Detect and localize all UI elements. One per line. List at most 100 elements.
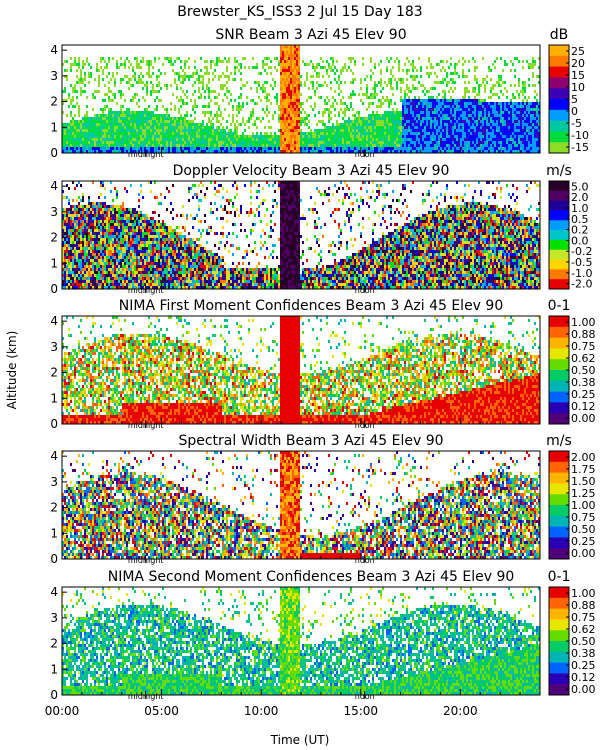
heatmap-cell — [254, 120, 256, 123]
heatmap-cell — [94, 141, 96, 144]
heatmap-cell — [104, 108, 106, 111]
heatmap-cell — [74, 87, 76, 90]
heatmap-cell — [64, 90, 66, 93]
heatmap-cell — [254, 81, 256, 84]
heatmap-cell — [200, 144, 202, 147]
heatmap-cell — [244, 57, 246, 60]
heatmap-cell — [194, 135, 196, 138]
heatmap-cell — [150, 75, 152, 78]
heatmap-cell — [140, 132, 142, 135]
heatmap-cell — [244, 147, 246, 150]
heatmap-cell — [166, 87, 168, 90]
heatmap-cell — [160, 123, 162, 126]
heatmap-cell — [160, 87, 162, 90]
heatmap-cell — [206, 111, 208, 114]
heatmap-cell — [108, 57, 110, 60]
heatmap-cell — [92, 147, 94, 150]
heatmap-cell — [200, 96, 202, 99]
heatmap-cell — [170, 144, 172, 147]
heatmap-cell — [196, 141, 198, 144]
heatmap-cell — [246, 144, 248, 147]
heatmap-cell — [178, 75, 180, 78]
heatmap-cell — [190, 135, 192, 138]
heatmap-cell — [188, 66, 190, 69]
heatmap-cell — [132, 84, 134, 87]
heatmap-cell — [208, 138, 210, 141]
heatmap-cell — [236, 147, 238, 150]
heatmap-cell — [120, 117, 122, 120]
heatmap-cell — [108, 90, 110, 93]
heatmap-cell — [186, 75, 188, 78]
heatmap-cell — [100, 126, 102, 129]
heatmap-cell — [116, 129, 118, 132]
heatmap-cell — [212, 129, 214, 132]
heatmap-cell — [228, 57, 230, 60]
heatmap-cell — [120, 135, 122, 138]
heatmap-cell — [246, 138, 248, 141]
heatmap-cell — [200, 57, 202, 60]
heatmap-cell — [168, 114, 170, 117]
heatmap-cell — [176, 117, 178, 120]
heatmap-cell — [206, 144, 208, 147]
heatmap-cell — [120, 132, 122, 135]
heatmap-cell — [108, 114, 110, 117]
heatmap-cell — [250, 138, 252, 141]
heatmap-cell — [252, 147, 254, 150]
heatmap-cell — [198, 96, 200, 99]
heatmap-cell — [210, 141, 212, 144]
heatmap-cell — [96, 123, 98, 126]
heatmap-cell — [74, 123, 76, 126]
heatmap-cell — [86, 111, 88, 114]
heatmap-cell — [122, 111, 124, 114]
heatmap-cell — [94, 132, 96, 135]
heatmap-cell — [72, 90, 74, 93]
heatmap-cell — [98, 123, 100, 126]
heatmap-cell — [172, 126, 174, 129]
heatmap-cell — [240, 96, 242, 99]
heatmap-cell — [150, 114, 152, 117]
heatmap-cell — [150, 81, 152, 84]
heatmap-cell — [126, 135, 128, 138]
heatmap-cell — [78, 126, 80, 129]
heatmap-cell — [122, 135, 124, 138]
heatmap-cell — [210, 123, 212, 126]
heatmap-cell — [256, 87, 258, 90]
heatmap-cell — [146, 132, 148, 135]
heatmap-cell — [214, 90, 216, 93]
heatmap-cell — [170, 63, 172, 66]
heatmap-cell — [68, 123, 70, 126]
heatmap-cell — [114, 144, 116, 147]
heatmap-cell — [190, 132, 192, 135]
heatmap-cell — [170, 147, 172, 150]
heatmap-cell — [218, 75, 220, 78]
heatmap-cell — [138, 138, 140, 141]
heatmap-cell — [144, 111, 146, 114]
heatmap-cell — [114, 138, 116, 141]
heatmap-cell — [204, 132, 206, 135]
heatmap-cell — [220, 141, 222, 144]
heatmap-cell — [172, 117, 174, 120]
heatmap-cell — [188, 138, 190, 141]
heatmap-cell — [70, 138, 72, 141]
heatmap-cell — [124, 111, 126, 114]
heatmap-cell — [122, 93, 124, 96]
heatmap-cell — [122, 105, 124, 108]
heatmap-cell — [250, 141, 252, 144]
heatmap-cell — [66, 147, 68, 150]
heatmap-cell — [126, 120, 128, 123]
heatmap-cell — [98, 147, 100, 150]
heatmap-cell — [134, 114, 136, 117]
heatmap-cell — [70, 69, 72, 72]
heatmap-cell — [218, 129, 220, 132]
heatmap-cell — [130, 84, 132, 87]
heatmap-cell — [178, 117, 180, 120]
heatmap-cell — [166, 138, 168, 141]
heatmap-cell — [70, 114, 72, 117]
heatmap-cell — [248, 120, 250, 123]
heatmap-cell — [82, 117, 84, 120]
heatmap-cell — [184, 93, 186, 96]
heatmap-cell — [94, 90, 96, 93]
heatmap-cell — [68, 144, 70, 147]
heatmap-cell — [234, 129, 236, 132]
heatmap-cell — [70, 99, 72, 102]
